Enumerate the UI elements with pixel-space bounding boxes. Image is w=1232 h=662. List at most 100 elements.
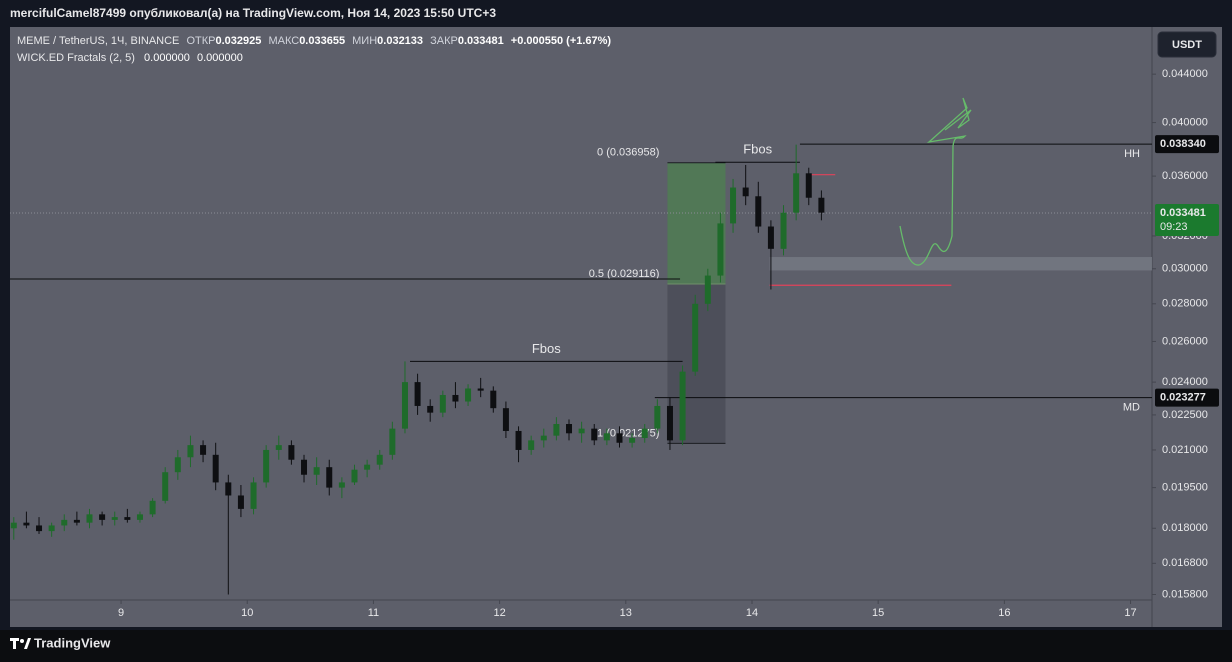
y-tick-label: 0.044000: [1162, 68, 1208, 80]
candle-body: [10, 522, 17, 529]
candle-body: [540, 435, 547, 441]
candle-body: [99, 514, 106, 520]
y-tick-label: 0.030000: [1162, 263, 1208, 275]
ohlc-label: ЗАКР: [430, 35, 458, 47]
last-price-label: 0.033481: [1160, 207, 1206, 219]
candle-body: [477, 388, 484, 391]
fib-label: 0.5 (0.029116): [589, 268, 660, 280]
price-tag: [1155, 388, 1219, 407]
y-tick-label: 0.018000: [1162, 522, 1208, 534]
candle-body: [666, 405, 673, 441]
candle-body: [61, 519, 68, 526]
candle-body: [326, 467, 333, 488]
ohlc-value: 0.032925: [216, 35, 262, 47]
y-tick-label: 0.036000: [1162, 170, 1208, 182]
candle-body: [187, 445, 194, 458]
header-text: mercifulCamel87499 опубликовал(а) на Tra…: [10, 6, 496, 20]
x-tick-label: 10: [241, 607, 253, 619]
y-tick-label: 0.026000: [1162, 335, 1208, 347]
brand-name: TradingView: [34, 635, 111, 650]
x-tick-label: 15: [872, 607, 884, 619]
currency-label[interactable]: USDT: [1172, 39, 1202, 51]
candle-body: [679, 371, 686, 441]
candle-body: [654, 405, 661, 429]
candle-body: [313, 467, 320, 475]
candle-body: [767, 226, 774, 249]
x-tick-label: 12: [493, 607, 505, 619]
level-name: HH: [1124, 148, 1140, 160]
candle-body: [401, 382, 408, 429]
candle-body: [73, 519, 80, 523]
ohlc-value: 0.033481: [458, 35, 504, 47]
candle-body: [237, 495, 244, 509]
x-tick-label: 13: [620, 607, 632, 619]
x-tick-label: 14: [746, 607, 758, 619]
candle-body: [263, 449, 270, 483]
candle-body: [578, 428, 585, 434]
candle-body: [301, 459, 308, 475]
candle-body: [742, 187, 749, 197]
candle-body: [275, 445, 282, 450]
change: +0.000550 (+1.67%): [511, 35, 612, 47]
ohlc-label: ОТКР: [186, 35, 215, 47]
candle-body: [414, 382, 421, 406]
footer-bar: [0, 630, 1232, 662]
candle-body: [793, 173, 800, 213]
level-name: Fbos: [532, 341, 561, 356]
indicator-row: WICK.ED Fractals (2, 5) 0.000000 0.00000…: [17, 52, 243, 64]
candle-body: [704, 275, 711, 304]
candle-body: [338, 482, 345, 488]
candle-body: [86, 514, 93, 523]
currency-button[interactable]: [1157, 31, 1217, 58]
candle-body: [149, 500, 156, 515]
candle-body: [36, 525, 43, 532]
candle-body: [225, 482, 232, 496]
candle-body: [174, 457, 181, 473]
candle-body: [351, 469, 358, 483]
symbol: MEME / TetherUS, 1Ч, BINANCE: [17, 35, 179, 47]
candle-body: [717, 223, 724, 276]
indicator-value: 0.000000: [197, 52, 243, 64]
brand-logo: [10, 638, 31, 649]
candle-body: [136, 514, 143, 520]
x-tick-label: 11: [368, 607, 379, 619]
x-tick-label: 16: [998, 607, 1010, 619]
price-tag: [1155, 135, 1219, 154]
candle-body: [591, 428, 598, 441]
y-tick-label: 0.040000: [1162, 116, 1208, 128]
x-tick-label: 17: [1124, 607, 1136, 619]
level-name: MD: [1123, 402, 1140, 414]
fib-upper-box: [667, 162, 726, 284]
indicator-value: 0.000000: [144, 52, 190, 64]
candle-body: [124, 517, 131, 520]
candle-body: [427, 405, 434, 413]
y-tick-label: 0.015800: [1162, 588, 1208, 600]
candle-body: [452, 394, 459, 402]
candle-body: [376, 454, 383, 465]
ohlc-value: 0.033655: [299, 35, 345, 47]
candle-body: [553, 424, 560, 436]
candle-body: [162, 472, 169, 501]
candle-body: [780, 212, 787, 249]
price-tag-label: 0.038340: [1160, 138, 1206, 150]
freehand-drawing: [899, 97, 972, 266]
candle-body: [465, 388, 472, 402]
candle-body: [364, 464, 371, 470]
candle-body: [250, 482, 257, 509]
ohlc-label: МАКС: [268, 35, 299, 47]
candle-body: [629, 438, 636, 443]
y-tick-label: 0.019500: [1162, 482, 1208, 494]
ohlc-value: 0.032133: [377, 35, 423, 47]
candle-body: [692, 303, 699, 372]
y-tick-label: 0.016800: [1162, 557, 1208, 569]
last-price-tag: [1155, 203, 1219, 236]
legend-row: MEME / TetherUS, 1Ч, BINANCE ОТКР0.03292…: [17, 35, 611, 47]
candle-body: [212, 454, 219, 483]
y-tick-label: 0.028000: [1162, 298, 1208, 310]
candle-body: [805, 173, 812, 198]
candle-body: [439, 394, 446, 413]
candle-body: [818, 197, 825, 213]
candle-body: [603, 433, 610, 441]
price-tag-label: 0.023277: [1160, 392, 1206, 404]
